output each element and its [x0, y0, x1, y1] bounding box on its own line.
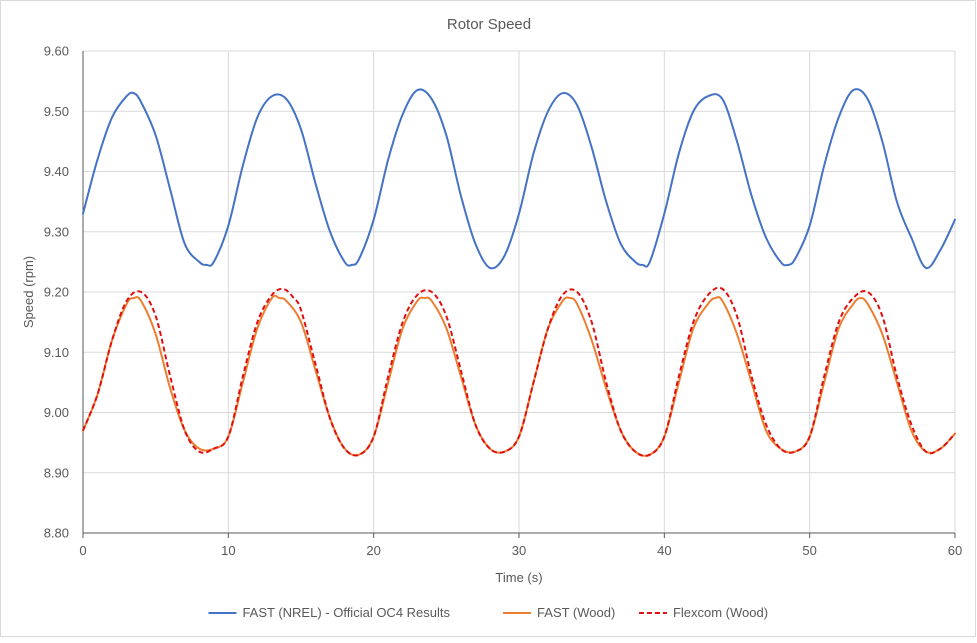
x-axis-tick-labels: 0 10 20 30 40 50 60	[79, 543, 962, 558]
legend-label: FAST (Wood)	[537, 605, 615, 620]
y-tick-label: 9.60	[44, 44, 69, 59]
gridlines	[83, 50, 956, 534]
legend-item: FAST (NREL) - Official OC4 Results	[208, 605, 451, 620]
legend-label: FAST (NREL) - Official OC4 Results	[242, 605, 450, 620]
y-tick-label: 9.20	[44, 285, 69, 300]
y-tick-label: 8.80	[44, 526, 69, 541]
x-tick-label: 40	[657, 543, 671, 558]
x-tick-label: 0	[79, 543, 86, 558]
x-tick-label: 20	[366, 543, 380, 558]
y-tick-label: 9.50	[44, 104, 69, 119]
y-tick-label: 9.10	[44, 345, 69, 360]
y-axis-tick-labels: 8.80 8.90 9.00 9.10 9.20 9.30 9.40 9.50 9.60	[44, 44, 69, 541]
x-axis-title: Time (s)	[495, 570, 542, 585]
x-tick-label: 60	[948, 543, 962, 558]
y-tick-label: 8.90	[44, 465, 69, 480]
legend-item: FAST (Wood)	[503, 605, 615, 620]
x-tick-label: 30	[512, 543, 526, 558]
y-tick-label: 9.40	[44, 164, 69, 179]
y-axis-title: Speed (rpm)	[21, 256, 36, 328]
legend-item: Flexcom (Wood)	[638, 605, 768, 620]
legend-label: Flexcom (Wood)	[673, 605, 768, 620]
x-tick-label: 10	[221, 543, 235, 558]
series-line-3	[82, 286, 956, 457]
axes	[82, 51, 956, 538]
series-lines	[82, 88, 956, 457]
y-tick-label: 9.30	[44, 224, 69, 239]
x-tick-label: 50	[802, 543, 816, 558]
series-line-1	[82, 88, 956, 270]
y-tick-label: 9.00	[44, 405, 69, 420]
chart-title: Rotor Speed	[447, 16, 531, 33]
legend: FAST (NREL) - Official OC4 Results FAST (…	[208, 605, 768, 620]
